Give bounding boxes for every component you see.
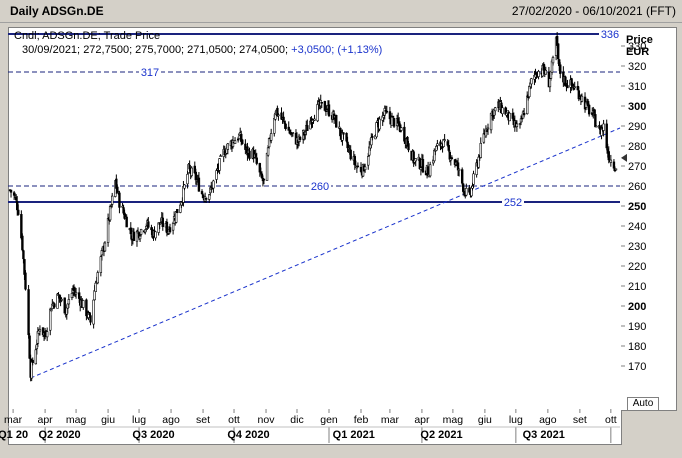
price-axis[interactable] [621, 27, 677, 411]
legend-ohlc: 272,7500; 275,7000; 271,0500; 274,0500; [83, 44, 289, 56]
date-range: 27/02/2020 - 06/10/2021 (FFT) [511, 4, 676, 18]
price-unit: EUR [626, 46, 650, 58]
legend-instrument: Cndl; ADSGn.DE; Trade Price [14, 30, 161, 42]
auto-scale-button[interactable]: Auto [627, 397, 659, 411]
time-axis[interactable] [8, 410, 622, 445]
chart-title: Daily ADSGn.DE [10, 4, 104, 18]
price-axis-title: Price EUR [626, 34, 653, 58]
price-title: Price [626, 34, 653, 46]
legend-values: 30/09/2021; 272,7500; 275,7000; 271,0500… [22, 44, 382, 56]
title-bar: Daily ADSGn.DE 27/02/2020 - 06/10/2021 (… [0, 0, 682, 23]
plot-area[interactable] [8, 27, 622, 411]
legend-change: +3,0500; (+1,13%) [291, 44, 383, 56]
legend-date: 30/09/2021; [22, 44, 81, 56]
